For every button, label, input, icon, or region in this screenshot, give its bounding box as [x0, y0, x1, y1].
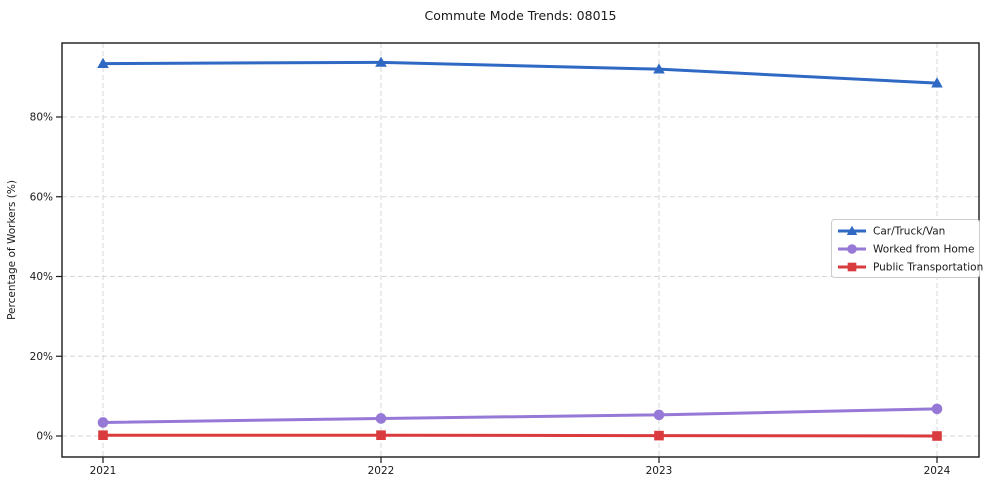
y-tick-label: 20% — [30, 351, 53, 363]
square-marker — [654, 430, 664, 441]
circle-marker — [653, 409, 665, 421]
triangle-marker — [931, 77, 943, 88]
legend-label: Car/Truck/Van — [873, 226, 945, 238]
triangle-marker — [375, 56, 387, 67]
x-tick-label: 2022 — [368, 465, 395, 477]
x-tick-label: 2023 — [646, 465, 673, 477]
x-tick-label: 2021 — [90, 465, 117, 477]
y-axis-label: Percentage of Workers (%) — [6, 180, 18, 320]
y-tick-label: 0% — [36, 431, 53, 443]
chart-title: Commute Mode Trends: 08015 — [424, 8, 617, 23]
circle-marker — [97, 417, 109, 428]
legend: Car/Truck/Van Worked from Home Public Tran… — [831, 219, 983, 278]
legend-label: Worked from Home — [873, 244, 974, 256]
y-tick-label: 60% — [30, 191, 53, 203]
x-tick-label: 2024 — [924, 465, 951, 477]
square-marker — [98, 430, 108, 441]
circle-marker — [931, 403, 943, 415]
y-tick-label: 40% — [30, 271, 53, 283]
square-marker — [932, 431, 942, 441]
triangle-marker — [846, 225, 858, 235]
series-line — [101, 60, 939, 85]
triangle-marker — [653, 63, 665, 74]
circle-marker — [375, 413, 387, 424]
series-line — [101, 407, 939, 424]
legend-label: Public Transportation — [873, 262, 983, 274]
circle-marker — [847, 244, 857, 254]
y-tick-label: 80% — [30, 112, 53, 124]
triangle-marker — [97, 57, 109, 68]
series-line — [101, 433, 939, 438]
square-marker — [376, 430, 386, 441]
square-marker — [847, 262, 857, 272]
legend-box — [831, 219, 980, 278]
